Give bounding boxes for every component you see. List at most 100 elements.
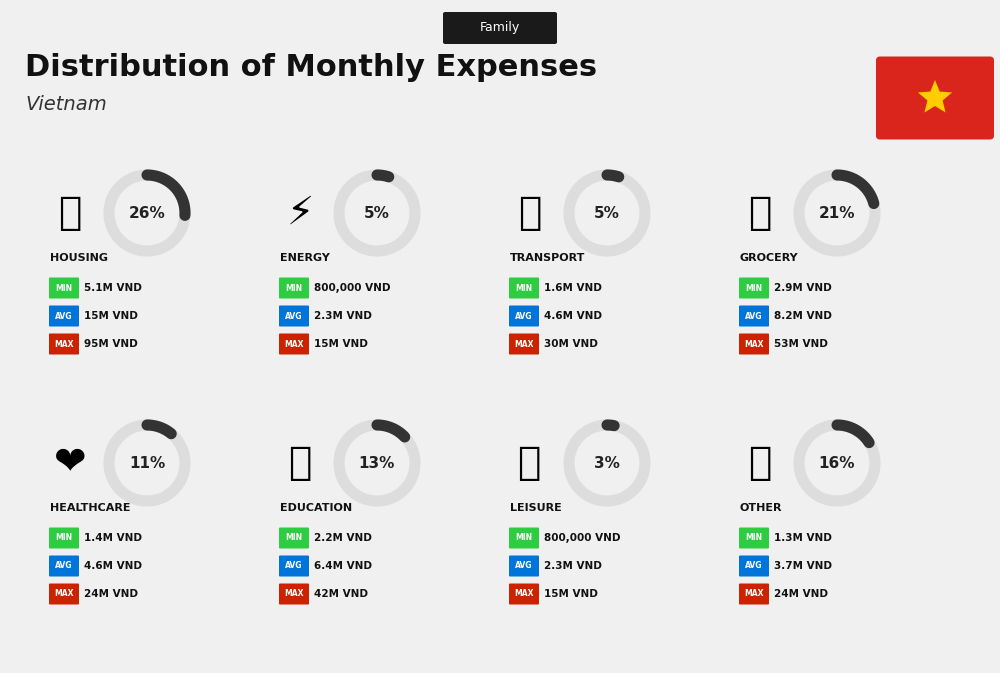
Text: TRANSPORT: TRANSPORT (510, 253, 585, 263)
Text: 4.6M VND: 4.6M VND (544, 311, 602, 321)
Text: 5.1M VND: 5.1M VND (84, 283, 142, 293)
Text: 15M VND: 15M VND (544, 589, 598, 599)
Text: 21%: 21% (819, 205, 855, 221)
FancyBboxPatch shape (279, 555, 309, 577)
FancyBboxPatch shape (876, 57, 994, 139)
FancyBboxPatch shape (509, 334, 539, 355)
Text: MIN: MIN (515, 283, 533, 293)
Text: 🛒: 🛒 (748, 194, 772, 232)
Text: 6.4M VND: 6.4M VND (314, 561, 372, 571)
Text: 8.2M VND: 8.2M VND (774, 311, 832, 321)
Text: Distribution of Monthly Expenses: Distribution of Monthly Expenses (25, 53, 597, 83)
FancyBboxPatch shape (49, 334, 79, 355)
Text: MIN: MIN (285, 534, 303, 542)
Text: 2.3M VND: 2.3M VND (314, 311, 372, 321)
Text: MIN: MIN (745, 534, 763, 542)
Text: 5%: 5% (594, 205, 620, 221)
Text: 26%: 26% (129, 205, 165, 221)
Text: AVG: AVG (55, 561, 73, 571)
Text: AVG: AVG (285, 312, 303, 320)
FancyBboxPatch shape (279, 277, 309, 299)
Text: 4.6M VND: 4.6M VND (84, 561, 142, 571)
FancyBboxPatch shape (739, 277, 769, 299)
FancyBboxPatch shape (279, 528, 309, 548)
Text: MAX: MAX (744, 339, 764, 349)
FancyBboxPatch shape (739, 555, 769, 577)
Text: 15M VND: 15M VND (84, 311, 138, 321)
Text: EDUCATION: EDUCATION (280, 503, 352, 513)
Polygon shape (918, 80, 952, 112)
Text: MIN: MIN (55, 534, 73, 542)
FancyBboxPatch shape (279, 334, 309, 355)
FancyBboxPatch shape (739, 306, 769, 326)
FancyBboxPatch shape (509, 583, 539, 604)
Text: 53M VND: 53M VND (774, 339, 828, 349)
FancyBboxPatch shape (739, 334, 769, 355)
Text: MAX: MAX (514, 339, 534, 349)
Text: MIN: MIN (55, 283, 73, 293)
Text: 1.3M VND: 1.3M VND (774, 533, 832, 543)
FancyBboxPatch shape (739, 583, 769, 604)
Text: 95M VND: 95M VND (84, 339, 138, 349)
FancyBboxPatch shape (49, 528, 79, 548)
Text: ❤️: ❤️ (54, 444, 86, 482)
Text: 5%: 5% (364, 205, 390, 221)
Text: 2.9M VND: 2.9M VND (774, 283, 832, 293)
Text: Family: Family (480, 22, 520, 34)
Text: 42M VND: 42M VND (314, 589, 368, 599)
Text: 2.2M VND: 2.2M VND (314, 533, 372, 543)
Text: 30M VND: 30M VND (544, 339, 598, 349)
Text: ENERGY: ENERGY (280, 253, 330, 263)
Text: MAX: MAX (54, 590, 74, 598)
FancyBboxPatch shape (49, 277, 79, 299)
Text: MAX: MAX (284, 339, 304, 349)
Text: 13%: 13% (359, 456, 395, 470)
Text: 15M VND: 15M VND (314, 339, 368, 349)
Text: Vietnam: Vietnam (25, 96, 107, 114)
Text: AVG: AVG (515, 561, 533, 571)
Text: 🚌: 🚌 (518, 194, 542, 232)
Text: HEALTHCARE: HEALTHCARE (50, 503, 130, 513)
Text: LEISURE: LEISURE (510, 503, 562, 513)
Text: 3.7M VND: 3.7M VND (774, 561, 832, 571)
FancyBboxPatch shape (443, 12, 557, 44)
Text: 11%: 11% (129, 456, 165, 470)
Text: MAX: MAX (54, 339, 74, 349)
Text: 👛: 👛 (748, 444, 772, 482)
FancyBboxPatch shape (49, 583, 79, 604)
FancyBboxPatch shape (279, 583, 309, 604)
Text: HOUSING: HOUSING (50, 253, 108, 263)
Text: MAX: MAX (284, 590, 304, 598)
FancyBboxPatch shape (279, 306, 309, 326)
FancyBboxPatch shape (509, 306, 539, 326)
Text: 1.4M VND: 1.4M VND (84, 533, 142, 543)
FancyBboxPatch shape (509, 277, 539, 299)
Text: GROCERY: GROCERY (740, 253, 799, 263)
Text: MIN: MIN (515, 534, 533, 542)
Text: 🛍️: 🛍️ (518, 444, 542, 482)
Text: AVG: AVG (745, 561, 763, 571)
Text: 🏢: 🏢 (58, 194, 82, 232)
Text: 800,000 VND: 800,000 VND (314, 283, 390, 293)
Text: 24M VND: 24M VND (84, 589, 138, 599)
Text: 3%: 3% (594, 456, 620, 470)
Text: AVG: AVG (55, 312, 73, 320)
Text: AVG: AVG (745, 312, 763, 320)
FancyBboxPatch shape (509, 555, 539, 577)
Text: 🎓: 🎓 (288, 444, 312, 482)
Text: MAX: MAX (744, 590, 764, 598)
FancyBboxPatch shape (49, 306, 79, 326)
FancyBboxPatch shape (49, 555, 79, 577)
Text: MAX: MAX (514, 590, 534, 598)
Text: AVG: AVG (285, 561, 303, 571)
Text: AVG: AVG (515, 312, 533, 320)
Text: ⚡: ⚡ (286, 194, 314, 232)
Text: 800,000 VND: 800,000 VND (544, 533, 620, 543)
FancyBboxPatch shape (509, 528, 539, 548)
Text: 16%: 16% (819, 456, 855, 470)
Text: MIN: MIN (285, 283, 303, 293)
Text: OTHER: OTHER (740, 503, 782, 513)
Text: 2.3M VND: 2.3M VND (544, 561, 602, 571)
Text: MIN: MIN (745, 283, 763, 293)
FancyBboxPatch shape (739, 528, 769, 548)
